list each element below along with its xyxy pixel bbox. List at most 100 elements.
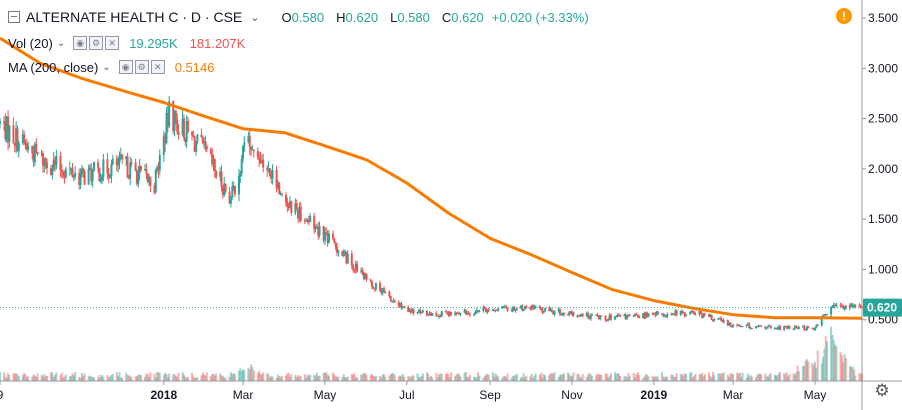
candle-body [570, 311, 573, 314]
candle-body [693, 312, 696, 315]
volume-bar [416, 373, 419, 381]
volume-bar [428, 377, 431, 381]
candle-body [670, 314, 673, 316]
candle-body [286, 202, 289, 207]
volume-bar [117, 376, 120, 381]
volume-bar [289, 376, 292, 381]
volume-bar [417, 377, 420, 381]
candle-body [694, 314, 697, 316]
volume-bar [388, 375, 391, 381]
candle-body [495, 309, 498, 311]
candle-body [33, 143, 36, 163]
alert-icon[interactable]: ! [836, 8, 852, 24]
gear-icon[interactable]: ⚙ [874, 381, 890, 400]
candle-body [200, 134, 203, 138]
volume-bar [540, 372, 543, 381]
volume-bar [666, 377, 669, 381]
x-tick-label: Nov [561, 388, 582, 402]
volume-bar [852, 369, 855, 381]
volume-bar [43, 373, 46, 381]
volume-bar [707, 372, 710, 381]
candle-body [522, 309, 525, 311]
volume-bar [664, 376, 667, 381]
volume-bar [523, 377, 526, 381]
candle-body [491, 310, 494, 312]
volume-bar [738, 372, 741, 381]
volume-bar [54, 374, 57, 381]
candle-body [295, 203, 298, 210]
candle-body [467, 313, 470, 315]
volume-bar [350, 374, 353, 381]
collapse-icon[interactable] [8, 11, 20, 23]
volume-bar [745, 377, 748, 381]
candle-body [185, 121, 188, 143]
candle-body [750, 327, 753, 329]
volume-bar [710, 377, 713, 381]
candle-body [74, 172, 77, 177]
candle-body [364, 273, 367, 280]
candle-body [87, 169, 90, 185]
candle-body [172, 100, 175, 131]
candle-body [125, 156, 128, 160]
chevron-down-icon[interactable]: ⌄ [56, 37, 66, 49]
candle-body [439, 315, 442, 317]
volume-bar [589, 374, 592, 381]
candle-body [427, 314, 430, 316]
ma-study-label[interactable]: MA (200, close) [8, 59, 99, 75]
candle-body [483, 307, 486, 310]
candle-body [711, 319, 714, 321]
candle-body [654, 313, 657, 316]
volume-bar [97, 377, 100, 381]
eye-icon[interactable]: ◉ [118, 60, 133, 74]
symbol-title[interactable]: ALTERNATE HEALTH C · D · CSE [26, 9, 243, 25]
volume-bar [450, 372, 453, 381]
volume-bar [215, 373, 218, 381]
candle-body [736, 324, 739, 326]
chevron-down-icon[interactable]: ⌄ [250, 11, 260, 24]
volume-study-label[interactable]: Vol (20) [8, 35, 53, 51]
volume-bar [455, 374, 458, 381]
candle-body [642, 313, 645, 319]
volume-bar [318, 375, 321, 381]
candle-body [718, 317, 721, 319]
candle-body [623, 314, 626, 316]
volume-bar [99, 377, 102, 381]
candle-body [228, 191, 231, 204]
candle-body [703, 313, 706, 315]
gear-icon[interactable]: ⚙ [89, 36, 104, 50]
volume-bar [717, 373, 720, 381]
candle-body [294, 203, 297, 213]
candle-body [109, 176, 112, 178]
candle-body [553, 310, 556, 315]
x-tick-label: May [804, 388, 827, 402]
volume-bar [420, 375, 423, 381]
candle-body [760, 325, 763, 327]
volume-bar [337, 376, 340, 381]
candle-body [54, 159, 57, 166]
volume-bar [101, 374, 104, 381]
volume-bar [239, 368, 242, 381]
volume-bar [576, 374, 579, 381]
volume-bar [381, 374, 384, 381]
chevron-down-icon[interactable]: ⌄ [102, 61, 111, 73]
candle-body [850, 304, 853, 307]
candle-body [607, 318, 610, 321]
volume-bar [134, 376, 137, 381]
close-icon[interactable]: ✕ [105, 36, 120, 50]
volume-bar [494, 373, 497, 381]
candle-body [577, 315, 580, 317]
close-key: C [441, 9, 452, 25]
volume-bar [521, 377, 524, 381]
gear-icon[interactable]: ⚙ [134, 60, 149, 74]
volume-bar [627, 373, 630, 381]
close-icon[interactable]: ✕ [150, 60, 165, 74]
eye-icon[interactable]: ◉ [73, 36, 88, 50]
volume-bar [773, 374, 776, 381]
volume-bar [458, 374, 461, 381]
volume-bar [384, 376, 387, 381]
volume-bar [284, 375, 287, 381]
volume-bar [459, 376, 462, 381]
candle-body [193, 136, 196, 152]
volume-bar [623, 376, 626, 381]
